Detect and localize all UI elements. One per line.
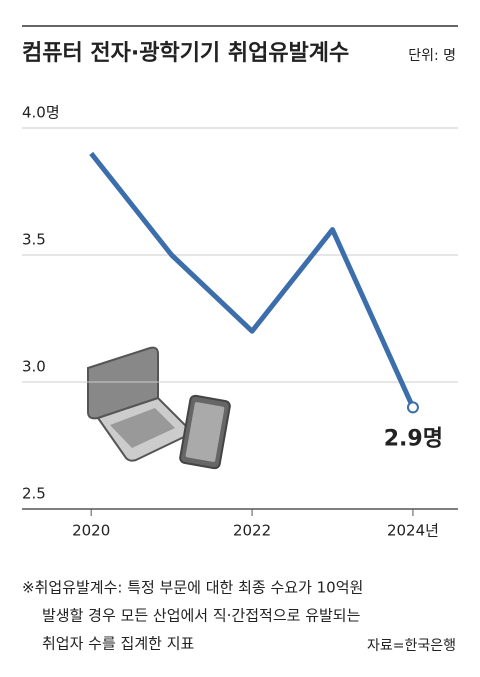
chart-title: 컴퓨터 전자·광학기기 취업유발계수 — [22, 41, 349, 66]
device-illustration — [87, 346, 231, 470]
x-tick-label: 2020 — [72, 522, 110, 540]
data-line — [89, 151, 416, 409]
footnote-line: 취업자 수를 집계한 지표 — [42, 635, 195, 653]
value-label: 2.9명 — [384, 426, 443, 451]
end-point — [406, 401, 419, 414]
y-tick-label: 2.5 — [22, 485, 46, 503]
x-tick-label: 2022 — [233, 522, 271, 540]
y-tick-label: 3.0 — [22, 358, 46, 376]
y-tick-label: 3.5 — [22, 231, 46, 249]
source: 자료=한국은행 — [367, 638, 456, 654]
footnote-line: ※취업유발계수: 특정 부문에 대한 최종 수요가 10억원 — [22, 579, 363, 597]
footnote-line: 발생할 경우 모든 산업에서 직·간접적으로 유발되는 — [42, 607, 361, 625]
unit: 단위: 명 — [408, 48, 456, 64]
y-tick-label: 4.0명 — [22, 104, 60, 122]
x-tick-label: 2024년 — [387, 522, 439, 540]
